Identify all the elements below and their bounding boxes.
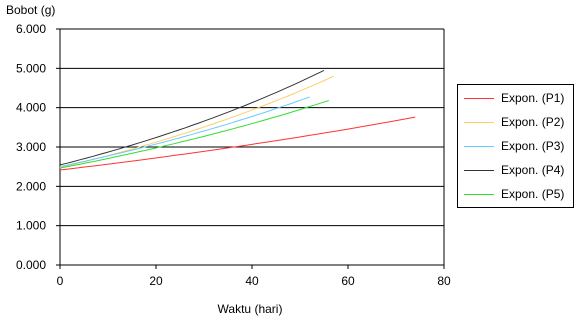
legend-item-p3: Expon. (P3)	[464, 137, 564, 155]
grid-lines	[60, 28, 444, 227]
legend-item-p2: Expon. (P2)	[464, 113, 564, 131]
y-tick-label: 1.000	[16, 219, 46, 233]
legend-label-p4: Expon. (P4)	[501, 163, 565, 177]
x-tick-label: 40	[245, 274, 259, 288]
y-tick-label: 3.000	[16, 140, 46, 154]
legend-item-p5: Expon. (P5)	[464, 185, 564, 203]
series-line-p4	[59, 69, 325, 166]
y-tick-label: 4.000	[16, 101, 46, 115]
legend-item-p4: Expon. (P4)	[464, 161, 564, 179]
x-tick-label: 0	[57, 274, 64, 288]
legend-label-p3: Expon. (P3)	[501, 139, 565, 153]
y-axis-label: Bobot (g)	[6, 3, 56, 17]
legend: Expon. (P1) Expon. (P2) Expon. (P3) Expo…	[457, 84, 574, 208]
y-tick-label: 6.000	[16, 22, 46, 36]
series-line-p5	[59, 100, 329, 169]
x-axis-label: Waktu (hari)	[217, 302, 283, 316]
legend-swatch-p4	[464, 169, 494, 171]
series-line-p1	[59, 116, 416, 171]
legend-swatch-p2	[464, 121, 494, 123]
legend-swatch-p5	[464, 193, 494, 195]
legend-label-p1: Expon. (P1)	[501, 91, 565, 105]
legend-label-p2: Expon. (P2)	[501, 115, 565, 129]
axes	[56, 28, 445, 269]
x-tick-label: 60	[341, 274, 355, 288]
legend-swatch-p3	[464, 145, 494, 147]
legend-swatch-p1	[464, 97, 494, 99]
x-tick-label: 20	[149, 274, 163, 288]
y-tick-label: 0.000	[16, 258, 46, 272]
y-tick-label: 5.000	[16, 61, 46, 75]
series-lines	[59, 69, 416, 171]
y-tick-label: 2.000	[16, 179, 46, 193]
x-tick-label: 80	[437, 274, 451, 288]
legend-label-p5: Expon. (P5)	[501, 187, 565, 201]
legend-item-p1: Expon. (P1)	[464, 89, 564, 107]
tick-labels: 0.000 1.000 2.000 3.000 4.000 5.000 6.000 0 20 40…	[16, 22, 451, 288]
series-line-p3	[59, 96, 310, 168]
